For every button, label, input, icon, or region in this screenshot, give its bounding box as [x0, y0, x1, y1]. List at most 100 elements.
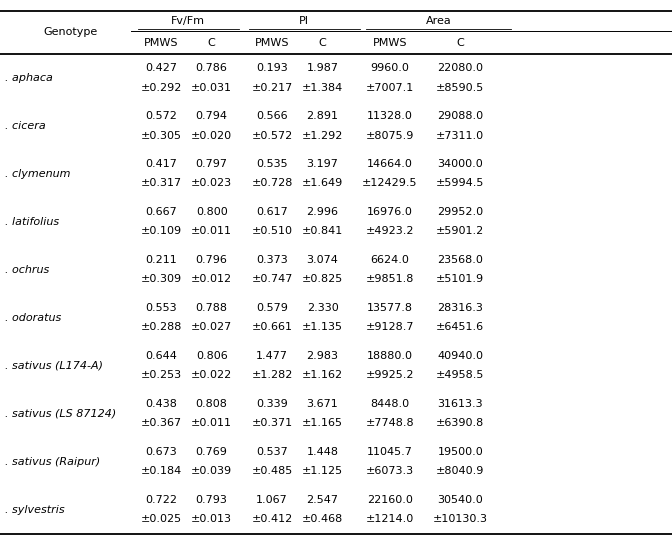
Text: ±0.023: ±0.023 [191, 179, 233, 188]
Text: 29952.0: 29952.0 [437, 207, 483, 217]
Text: ±1.165: ±1.165 [302, 418, 343, 428]
Text: ±0.031: ±0.031 [191, 83, 233, 92]
Text: ±1.135: ±1.135 [302, 322, 343, 332]
Text: Area: Area [425, 16, 452, 26]
Text: ±0.661: ±0.661 [251, 322, 293, 332]
Text: ±7748.8: ±7748.8 [366, 418, 414, 428]
Text: ±6073.3: ±6073.3 [366, 466, 414, 476]
Text: 0.796: 0.796 [196, 255, 228, 265]
Text: ±9851.8: ±9851.8 [366, 274, 414, 285]
Text: 2.983: 2.983 [306, 351, 339, 361]
Text: Fv/Fm: Fv/Fm [171, 16, 205, 26]
Text: C: C [319, 38, 327, 48]
Text: 6624.0: 6624.0 [370, 255, 409, 265]
Text: ±6390.8: ±6390.8 [436, 418, 485, 428]
Text: ±12429.5: ±12429.5 [362, 179, 417, 188]
Text: . sativus (LS 87124): . sativus (LS 87124) [5, 409, 117, 419]
Text: 3.074: 3.074 [306, 255, 339, 265]
Text: ±0.039: ±0.039 [191, 466, 233, 476]
Text: 34000.0: 34000.0 [437, 159, 483, 169]
Text: ±1214.0: ±1214.0 [366, 514, 414, 524]
Text: 1.067: 1.067 [256, 495, 288, 505]
Text: 0.572: 0.572 [145, 111, 177, 122]
Text: 0.339: 0.339 [256, 399, 288, 409]
Text: 2.547: 2.547 [306, 495, 339, 505]
Text: ±0.253: ±0.253 [140, 370, 182, 380]
Text: ±1.649: ±1.649 [302, 179, 343, 188]
Text: 0.417: 0.417 [145, 159, 177, 169]
Text: 0.537: 0.537 [256, 447, 288, 457]
Text: 0.193: 0.193 [256, 63, 288, 73]
Text: . cicera: . cicera [5, 121, 46, 131]
Text: . ochrus: . ochrus [5, 265, 50, 275]
Text: ±0.288: ±0.288 [140, 322, 182, 332]
Text: 0.769: 0.769 [196, 447, 228, 457]
Text: ±0.367: ±0.367 [140, 418, 182, 428]
Text: PI: PI [299, 16, 309, 26]
Text: 22160.0: 22160.0 [367, 495, 413, 505]
Text: ±0.728: ±0.728 [251, 179, 293, 188]
Text: ±0.027: ±0.027 [191, 322, 233, 332]
Text: ±0.020: ±0.020 [191, 131, 233, 140]
Text: . aphaca: . aphaca [5, 73, 53, 83]
Text: . latifolius: . latifolius [5, 217, 60, 227]
Text: 30540.0: 30540.0 [437, 495, 483, 505]
Text: 1.448: 1.448 [306, 447, 339, 457]
Text: 0.617: 0.617 [256, 207, 288, 217]
Text: 0.722: 0.722 [145, 495, 177, 505]
Text: 2.996: 2.996 [306, 207, 339, 217]
Text: 0.797: 0.797 [196, 159, 228, 169]
Text: 0.211: 0.211 [145, 255, 177, 265]
Text: 2.330: 2.330 [306, 303, 339, 313]
Text: ±5901.2: ±5901.2 [436, 226, 485, 237]
Text: PMWS: PMWS [255, 38, 290, 48]
Text: C: C [208, 38, 216, 48]
Text: PMWS: PMWS [144, 38, 179, 48]
Text: 3.671: 3.671 [306, 399, 339, 409]
Text: 16976.0: 16976.0 [367, 207, 413, 217]
Text: 28316.3: 28316.3 [437, 303, 483, 313]
Text: ±6451.6: ±6451.6 [436, 322, 485, 332]
Text: ±8075.9: ±8075.9 [366, 131, 414, 140]
Text: 0.800: 0.800 [196, 207, 228, 217]
Text: ±0.011: ±0.011 [191, 418, 233, 428]
Text: 19500.0: 19500.0 [437, 447, 483, 457]
Text: ±1.162: ±1.162 [302, 370, 343, 380]
Text: 14664.0: 14664.0 [367, 159, 413, 169]
Text: 0.438: 0.438 [145, 399, 177, 409]
Text: 22080.0: 22080.0 [437, 63, 483, 73]
Text: ±7311.0: ±7311.0 [436, 131, 485, 140]
Text: ±0.013: ±0.013 [191, 514, 233, 524]
Text: 0.644: 0.644 [145, 351, 177, 361]
Text: 0.535: 0.535 [256, 159, 288, 169]
Text: 0.579: 0.579 [256, 303, 288, 313]
Text: ±0.825: ±0.825 [302, 274, 343, 285]
Text: 0.373: 0.373 [256, 255, 288, 265]
Text: Genotype: Genotype [44, 28, 97, 37]
Text: 1.477: 1.477 [256, 351, 288, 361]
Text: C: C [456, 38, 464, 48]
Text: 23568.0: 23568.0 [437, 255, 483, 265]
Text: ±0.485: ±0.485 [251, 466, 293, 476]
Text: 0.427: 0.427 [145, 63, 177, 73]
Text: ±8590.5: ±8590.5 [436, 83, 485, 92]
Text: . sativus (Raipur): . sativus (Raipur) [5, 457, 101, 467]
Text: 0.786: 0.786 [196, 63, 228, 73]
Text: . odoratus: . odoratus [5, 313, 62, 323]
Text: 0.808: 0.808 [196, 399, 228, 409]
Text: ±1.292: ±1.292 [302, 131, 343, 140]
Text: 40940.0: 40940.0 [437, 351, 483, 361]
Text: . sativus (L174-A): . sativus (L174-A) [5, 361, 103, 370]
Text: . sylvestris: . sylvestris [5, 504, 65, 515]
Text: ±0.109: ±0.109 [140, 226, 182, 237]
Text: ±5101.9: ±5101.9 [436, 274, 485, 285]
Text: ±0.841: ±0.841 [302, 226, 343, 237]
Text: ±9128.7: ±9128.7 [366, 322, 414, 332]
Text: ±0.022: ±0.022 [191, 370, 233, 380]
Text: 11045.7: 11045.7 [367, 447, 413, 457]
Text: 13577.8: 13577.8 [367, 303, 413, 313]
Text: ±7007.1: ±7007.1 [366, 83, 414, 92]
Text: ±0.468: ±0.468 [302, 514, 343, 524]
Text: 0.793: 0.793 [196, 495, 228, 505]
Text: 0.667: 0.667 [145, 207, 177, 217]
